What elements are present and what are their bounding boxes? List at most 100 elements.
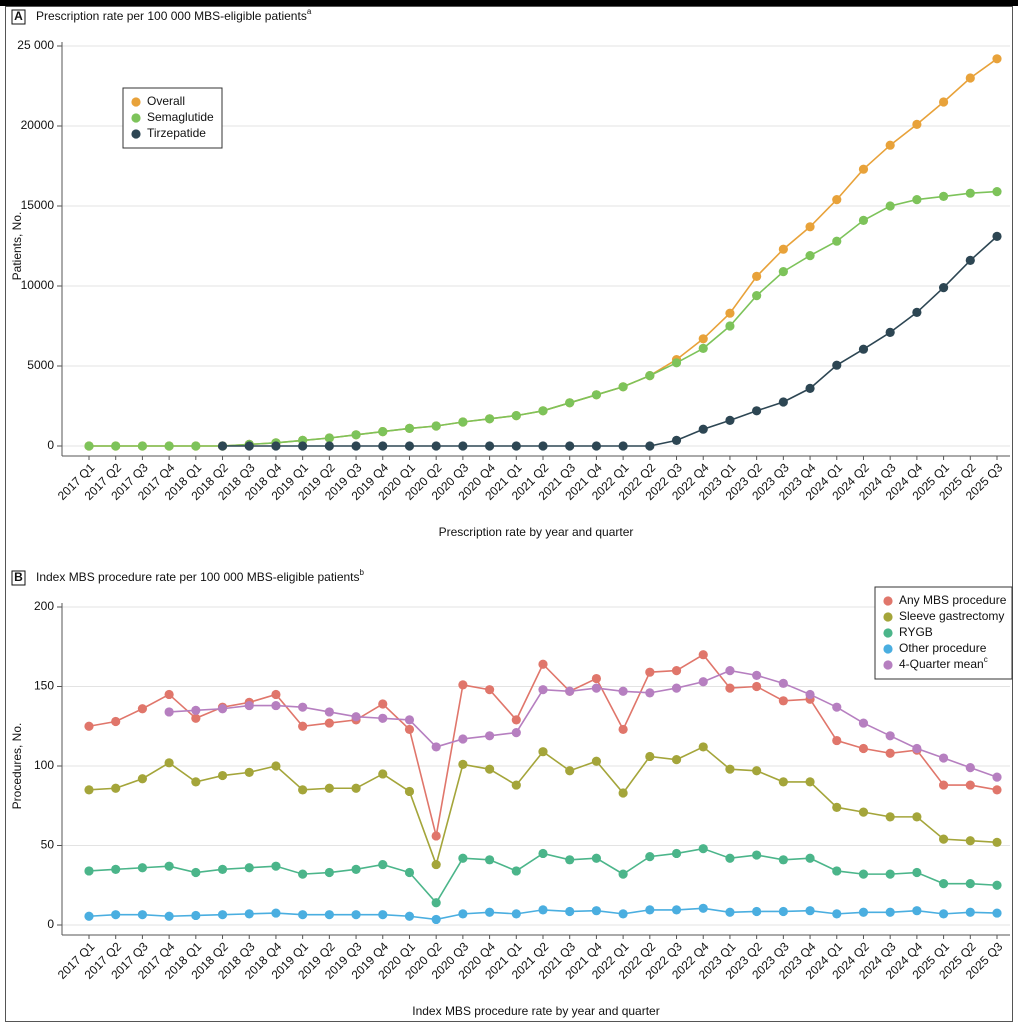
- data-point: [858, 164, 869, 174]
- legend-marker: [131, 129, 141, 139]
- data-point: [324, 867, 334, 878]
- data-point: [244, 767, 254, 777]
- data-point: [965, 780, 975, 790]
- legend-marker: [883, 644, 893, 654]
- data-point: [191, 910, 201, 921]
- panel-label-box: [11, 9, 26, 25]
- y-tick-label: 15000: [21, 198, 55, 212]
- data-point: [805, 906, 815, 916]
- data-point: [111, 716, 121, 727]
- data-point: [431, 831, 441, 841]
- data-point: [698, 742, 708, 752]
- data-point: [84, 721, 94, 731]
- data-point: [431, 421, 441, 431]
- data-point: [645, 905, 655, 915]
- data-point: [511, 411, 521, 421]
- data-point: [698, 844, 708, 854]
- data-point: [591, 906, 602, 916]
- data-point: [111, 864, 121, 874]
- data-point: [752, 766, 762, 776]
- data-point: [217, 770, 228, 781]
- data-point: [271, 761, 281, 771]
- data-point: [324, 783, 334, 793]
- legend-label-main: Tirzepatide: [147, 126, 206, 140]
- data-point: [752, 850, 762, 860]
- data-point: [618, 686, 628, 696]
- legend-label-main: Sleeve gastrectomy: [899, 609, 1004, 623]
- data-point: [671, 683, 682, 693]
- data-point: [698, 650, 708, 660]
- data-point: [324, 433, 334, 443]
- data-point: [885, 731, 895, 741]
- legend-label-main: Semaglutide: [147, 110, 214, 124]
- data-point: [378, 769, 388, 779]
- data-point: [565, 441, 575, 451]
- data-point: [351, 430, 361, 440]
- data-point: [832, 802, 842, 812]
- data-point: [164, 861, 174, 871]
- data-point: [618, 382, 628, 392]
- data-point: [992, 231, 1002, 241]
- data-point: [84, 441, 94, 451]
- data-point: [378, 699, 388, 709]
- data-point: [778, 244, 788, 254]
- legend-label-main: Overall: [147, 94, 185, 108]
- data-point: [832, 195, 842, 205]
- data-point: [805, 222, 815, 232]
- data-point: [698, 903, 708, 913]
- panel-label-box: [11, 570, 26, 586]
- data-point: [671, 666, 682, 676]
- data-point: [912, 119, 922, 129]
- panel-title-note: a: [307, 7, 312, 16]
- data-point: [885, 140, 895, 150]
- data-point: [351, 783, 361, 793]
- data-point: [671, 358, 682, 368]
- data-point: [217, 441, 228, 451]
- data-point: [965, 255, 975, 265]
- data-point: [645, 371, 655, 381]
- data-point: [271, 689, 281, 700]
- data-point: [805, 383, 815, 393]
- legend-marker: [883, 612, 893, 622]
- data-point: [858, 215, 869, 225]
- data-point: [912, 743, 922, 754]
- data-point: [645, 688, 655, 698]
- data-point: [938, 97, 949, 107]
- data-point: [645, 667, 655, 677]
- data-point: [271, 861, 281, 871]
- data-point: [431, 441, 441, 451]
- data-point: [484, 731, 495, 741]
- data-point: [538, 406, 548, 416]
- data-point: [404, 715, 415, 725]
- data-point: [778, 678, 788, 688]
- data-point: [858, 869, 869, 879]
- data-point: [137, 774, 148, 784]
- data-point: [565, 398, 575, 408]
- data-point: [938, 879, 949, 889]
- data-point: [938, 909, 949, 919]
- legend-marker: [131, 113, 141, 123]
- legend-label: Semaglutide: [147, 110, 214, 124]
- data-point: [404, 911, 415, 921]
- legend-label: Any MBS procedure: [899, 593, 1007, 607]
- data-point: [805, 777, 815, 787]
- data-point: [111, 783, 121, 793]
- data-point: [885, 812, 895, 822]
- data-point: [778, 855, 788, 865]
- data-point: [992, 772, 1002, 782]
- data-point: [965, 188, 975, 198]
- data-point: [298, 869, 308, 879]
- data-point: [244, 909, 254, 919]
- data-point: [671, 435, 682, 445]
- data-point: [965, 907, 975, 917]
- data-point: [858, 718, 869, 728]
- data-point: [591, 390, 602, 400]
- frame: [5, 6, 1013, 1022]
- data-point: [938, 834, 949, 844]
- legend-marker: [883, 660, 893, 670]
- data-point: [671, 905, 682, 915]
- data-point: [938, 780, 949, 790]
- panel-title-main: Index MBS procedure rate per 100 000 MBS…: [36, 570, 360, 584]
- data-point: [752, 670, 762, 680]
